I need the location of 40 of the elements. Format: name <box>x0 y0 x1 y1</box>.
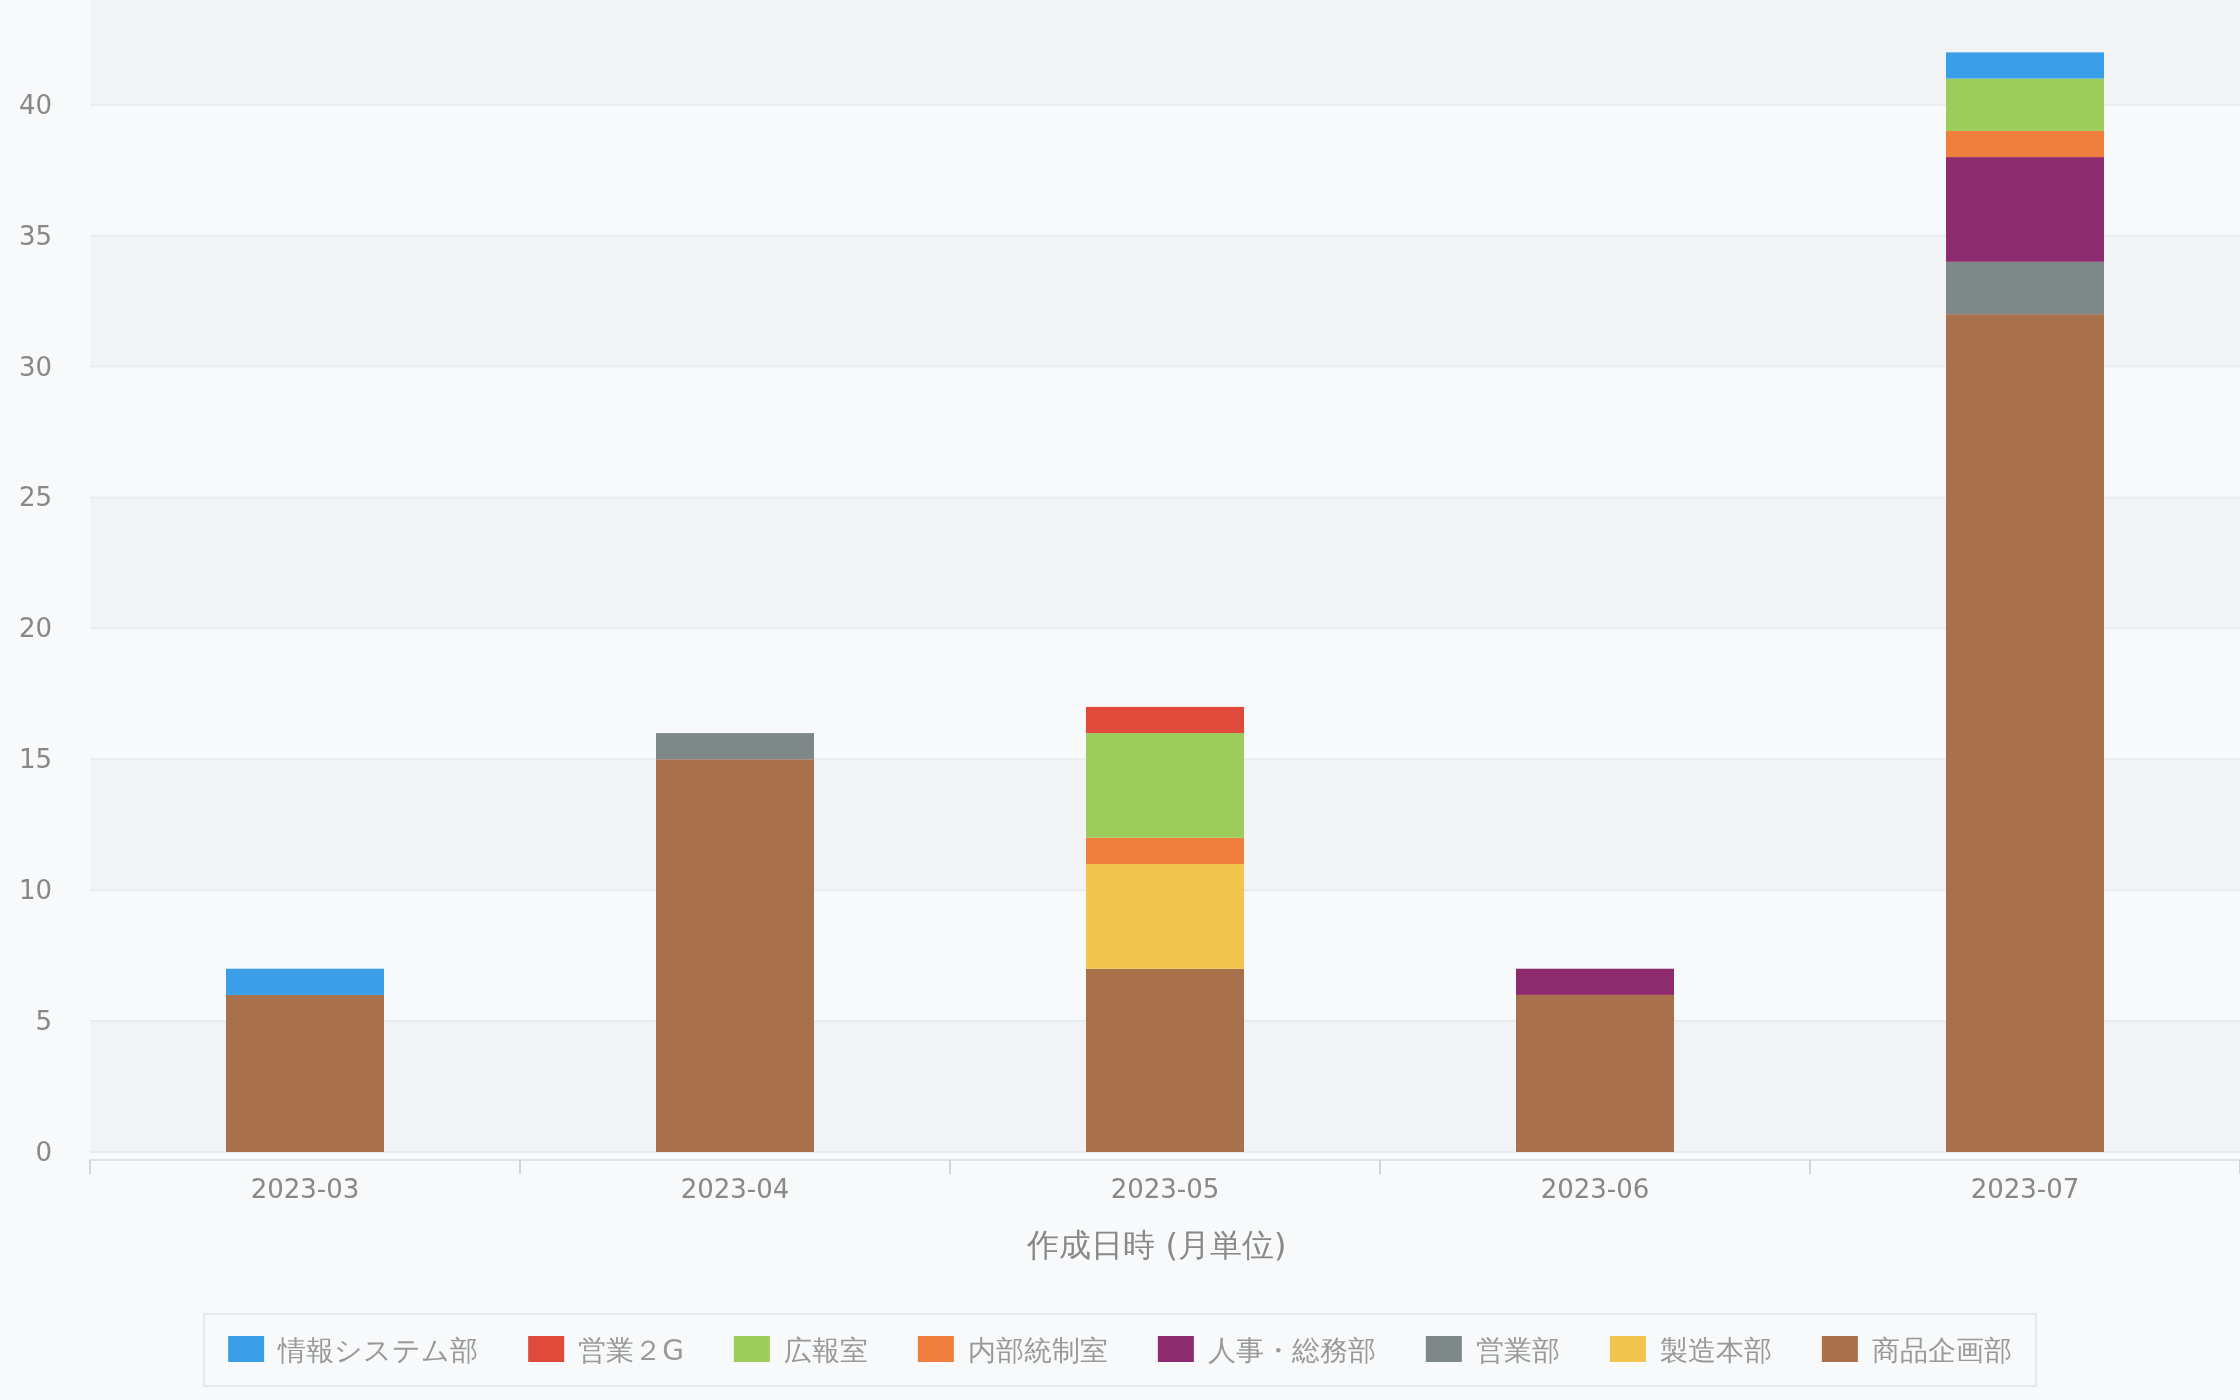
bar <box>1086 706 1244 734</box>
y-tick-label: 10 <box>18 875 52 906</box>
y-tick-label: 30 <box>18 351 52 382</box>
y-tick-label: 5 <box>35 1006 52 1037</box>
bar <box>226 994 384 1152</box>
bar <box>656 759 814 1152</box>
y-tick-label: 0 <box>35 1137 52 1167</box>
x-tick-label: 2023-06 <box>1540 1174 1650 1204</box>
legend-label: 営業２G <box>578 1334 684 1367</box>
y-tick-label: 35 <box>18 220 52 251</box>
x-tick-label: 2023-05 <box>1110 1174 1220 1204</box>
x-axis-title: 作成日時 (月単位) <box>1026 1226 1287 1264</box>
bar <box>1086 837 1244 864</box>
x-tick-label: 2023-04 <box>680 1174 790 1204</box>
y-tick-label: 15 <box>18 744 52 775</box>
bar <box>1516 968 1674 995</box>
legend-label: 製造本部 <box>1659 1334 1772 1367</box>
legend-label: 情報システム部 <box>277 1334 479 1367</box>
legend-label: 人事・総務部 <box>1207 1334 1376 1367</box>
bar <box>1946 78 2104 131</box>
bar <box>226 968 384 995</box>
y-tick-label: 40 <box>18 89 52 120</box>
legend-label: 広報室 <box>783 1334 868 1367</box>
legend-label: 商品企画部 <box>1871 1334 2012 1367</box>
bar <box>1946 261 2104 315</box>
bar <box>1946 314 2104 1152</box>
bar <box>1086 864 1244 969</box>
bar <box>1946 130 2104 158</box>
legend-label: 内部統制室 <box>967 1334 1108 1367</box>
bar <box>1086 733 1244 838</box>
x-tick-label: 2023-07 <box>1970 1174 2080 1204</box>
legend-label: 営業部 <box>1475 1334 1560 1367</box>
bar <box>1946 52 2104 79</box>
bar <box>1946 157 2104 262</box>
bar <box>656 733 814 760</box>
y-tick-label: 25 <box>18 482 52 513</box>
y-tick-label: 20 <box>18 613 52 644</box>
x-tick-label: 2023-03 <box>250 1174 360 1204</box>
bar <box>1086 968 1244 1152</box>
bar <box>1516 994 1674 1152</box>
